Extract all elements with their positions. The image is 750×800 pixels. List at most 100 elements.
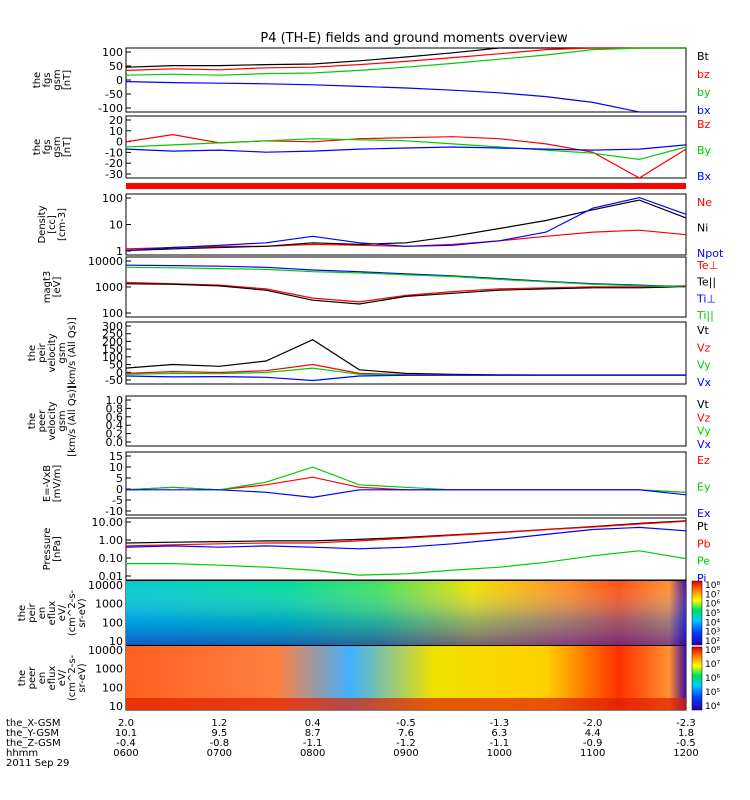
- figure-title: P4 (TH-E) fields and ground moments over…: [260, 31, 568, 46]
- legend-entry: Vt: [697, 324, 710, 337]
- panel-frame-fgs_dsl: [125, 115, 687, 179]
- y-tick-label: -10: [105, 505, 123, 518]
- colorbar-label: 10³: [705, 628, 720, 638]
- series-line-pressure: [125, 526, 687, 550]
- legend-entry: Vy: [697, 359, 711, 372]
- colorbar-label: 10⁵: [705, 609, 720, 619]
- x-row-value: 9.5: [211, 728, 227, 739]
- y-tick-label: 10: [109, 219, 123, 232]
- y-tick-label: 0: [116, 483, 123, 496]
- y-tick-label: 1000: [95, 663, 123, 676]
- y-tick-label: 200: [102, 335, 123, 348]
- x-row-value: 2.0: [118, 718, 134, 729]
- peir-spectrogram-shade: [126, 581, 686, 645]
- x-row-value: -1.3: [490, 718, 510, 729]
- legend-entry: Npot: [697, 247, 724, 260]
- legend-entry: bx: [697, 104, 711, 117]
- x-axis: the_X-GSM 2.0 1.2 0.4 -0.5 -1.3 -2.0 -2.3 the_Y-…: [6, 718, 699, 769]
- legend-entry: Bt: [697, 50, 710, 63]
- y-tick-label: 100: [102, 46, 123, 59]
- panel-frame-peer_velocity: [125, 395, 687, 447]
- colorbar-label: 10⁴: [705, 618, 720, 628]
- y-tick-label: 15: [109, 450, 123, 463]
- x-row-value: -1.2: [396, 738, 416, 749]
- x-row-value: 1100: [580, 748, 605, 759]
- x-row-value: -0.5: [396, 718, 416, 729]
- legend-entry: Te||: [696, 276, 716, 289]
- panel-frame-peir_velocity: [125, 321, 687, 385]
- x-row-value: -0.4: [116, 738, 136, 749]
- series-line-density: [125, 196, 687, 252]
- series-line-peir_velocity: [125, 339, 686, 376]
- y-tick-label: 50: [109, 359, 123, 372]
- y-tick-label: 20: [109, 114, 123, 127]
- x-row-label: the_Z-GSM: [6, 738, 61, 749]
- x-row-value: 0700: [207, 748, 232, 759]
- date-label: 2011 Sep 29: [6, 758, 69, 769]
- y-tick-label: 100: [102, 307, 123, 320]
- x-row-value: -1.1: [303, 738, 323, 749]
- x-row-value: -2.3: [676, 718, 696, 729]
- legend-entry: Ni: [697, 222, 708, 235]
- y-tick-label: 0.8: [106, 402, 124, 415]
- series-line-efield: [126, 489, 687, 499]
- legend-entry: Bx: [697, 170, 712, 183]
- legend-entry: Ti||: [696, 309, 714, 322]
- x-row-value: -0.5: [676, 738, 696, 749]
- legend-entry: Pb: [697, 537, 711, 550]
- y-tick-label: 150: [102, 343, 123, 356]
- y-tick-label: 10: [109, 700, 123, 713]
- y-tick-label: 100: [102, 351, 123, 364]
- x-row-value: 4.4: [585, 728, 601, 739]
- colorbar-label: 10⁶: [705, 674, 720, 684]
- series-line-fgs_gsm: [125, 81, 686, 113]
- legend-entry: Ti⊥: [696, 292, 716, 305]
- y-tick-label: 1000: [95, 281, 123, 294]
- panel-ylabel-fgs_dsl: thefgsgsm[nT]: [32, 136, 73, 157]
- panel-frame-efield: [125, 451, 687, 516]
- legend-entry: By: [697, 144, 712, 157]
- panel-ylabel-peir_en_eflux: thepeirenefluxeV/(cm^2-s-sr-eV): [17, 589, 88, 636]
- y-tick-label: 5: [116, 472, 123, 485]
- legend-entry: Vt: [697, 398, 710, 411]
- panel-ylabel-pressure: Pressure[nPa]: [42, 528, 63, 571]
- y-tick-label: 0: [116, 74, 123, 87]
- series-line-temperature: [125, 266, 687, 288]
- series-line-pressure: [125, 520, 687, 547]
- panel-ylabel-peer_velocity: thepeervelocitygsm[km/s (All Qs)]: [27, 385, 78, 457]
- x-row-value: -2.0: [583, 718, 603, 729]
- y-tick-label: -10: [105, 146, 123, 159]
- peir-colorbar: [691, 580, 703, 646]
- x-row-value: -0.8: [210, 738, 230, 749]
- colorbar-label: 10⁸: [705, 646, 720, 656]
- x-row-value: 1200: [673, 748, 698, 759]
- y-tick-label: -20: [105, 157, 123, 170]
- colorbar-label: 10⁵: [705, 688, 720, 698]
- y-tick-label: 10: [109, 125, 123, 138]
- series-line-density: [125, 199, 687, 252]
- legend-entry: Pi: [697, 572, 706, 585]
- colorbar-label: 10⁷: [705, 590, 720, 600]
- y-tick-label: -100: [98, 102, 123, 115]
- y-tick-label: 50: [109, 60, 123, 73]
- legend-entry: Vz: [697, 341, 711, 354]
- x-row-value: -0.9: [583, 738, 603, 749]
- x-row-value: 10.1: [115, 728, 137, 739]
- y-tick-label: 100: [102, 616, 123, 629]
- panel-ylabel-peir_velocity: thepeirvelocitygsm[km/s (All Qs)]: [27, 317, 78, 389]
- colorbar-label: 10²: [705, 637, 720, 647]
- series-line-peir_velocity: [125, 374, 686, 382]
- x-row-value: 7.6: [398, 728, 414, 739]
- y-tick-label: 10000: [88, 255, 123, 268]
- legend-entry: Vx: [697, 376, 712, 389]
- y-tick-label: 1000: [95, 598, 123, 611]
- series-line-fgs_dsl: [125, 138, 687, 161]
- y-tick-label: 1.00: [99, 534, 124, 547]
- y-tick-label: 10: [109, 635, 123, 648]
- x-row-value: 8.7: [305, 728, 321, 739]
- legend-entry: Vy: [697, 425, 711, 438]
- legend-entry: Pt: [697, 520, 709, 533]
- x-row-value: 0900: [393, 748, 418, 759]
- y-tick-label: 0.01: [99, 570, 124, 583]
